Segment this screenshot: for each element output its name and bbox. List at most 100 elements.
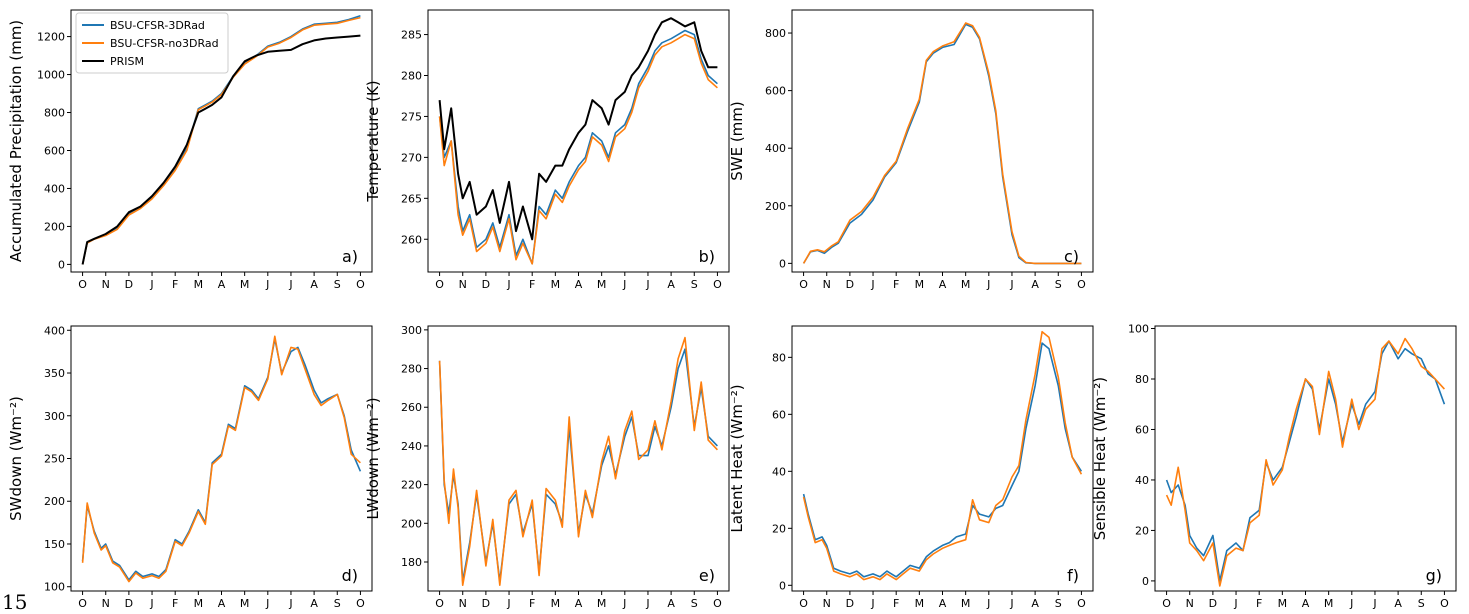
x-tick-label: A	[575, 278, 583, 291]
y-tick-label: 0	[779, 257, 786, 270]
y-tick-label: 80	[1135, 373, 1149, 386]
y-tick-label: 265	[401, 192, 422, 205]
x-tick-label: D	[846, 597, 854, 610]
series-line-bsu-cfsr-no3drad	[438, 33, 718, 265]
y-tick-label: 300	[44, 410, 65, 423]
x-tick-label: J	[645, 278, 649, 291]
panel-label: d)	[342, 566, 358, 585]
y-tick-label: 800	[44, 107, 65, 120]
y-tick-label: 0	[1142, 575, 1149, 588]
x-tick-label: J	[1009, 597, 1013, 610]
x-tick-label: S	[1055, 597, 1062, 610]
panel-label: g)	[1426, 566, 1442, 585]
y-tick-label: 20	[1135, 524, 1149, 537]
x-tick-label: O	[1077, 278, 1086, 291]
y-axis-label: Accumulated Precipitation (mm)	[7, 20, 25, 262]
y-tick-label: 600	[765, 85, 786, 98]
y-tick-label: 220	[401, 479, 422, 492]
x-tick-label: F	[172, 278, 178, 291]
x-tick-label: J	[506, 597, 510, 610]
x-tick-label: M	[915, 597, 925, 610]
x-tick-label: F	[893, 278, 899, 291]
x-tick-label: N	[459, 597, 467, 610]
x-tick-label: J	[1233, 597, 1237, 610]
x-tick-label: J	[870, 278, 874, 291]
x-tick-label: M	[597, 597, 607, 610]
x-tick-label: M	[961, 278, 971, 291]
x-tick-label: A	[667, 278, 675, 291]
x-tick-label: S	[334, 597, 341, 610]
x-tick-label: J	[870, 597, 874, 610]
y-axis-label: LWdown (Wm⁻²)	[364, 397, 382, 519]
x-tick-label: J	[986, 278, 990, 291]
y-tick-label: 275	[401, 110, 422, 123]
y-tick-label: 100	[44, 581, 65, 594]
y-tick-label: 400	[44, 182, 65, 195]
x-tick-label: O	[799, 597, 808, 610]
y-tick-label: 270	[401, 151, 422, 164]
x-tick-label: A	[667, 597, 675, 610]
y-tick-label: 60	[772, 408, 786, 421]
x-tick-label: J	[288, 597, 292, 610]
legend-entry: PRISM	[110, 55, 144, 68]
x-tick-label: N	[459, 278, 467, 291]
y-tick-label: 250	[44, 453, 65, 466]
y-axis-label: Temperature (K)	[364, 80, 382, 202]
x-tick-label: O	[78, 597, 87, 610]
y-tick-label: 40	[772, 465, 786, 478]
x-tick-label: A	[218, 597, 226, 610]
series-line-bsu-cfsr-3drad	[1165, 340, 1446, 582]
y-tick-label: 200	[765, 200, 786, 213]
x-tick-label: A	[218, 278, 226, 291]
y-tick-label: 100	[1128, 323, 1149, 336]
x-tick-label: A	[939, 278, 947, 291]
x-tick-label: J	[506, 278, 510, 291]
x-tick-label: O	[356, 597, 365, 610]
x-tick-label: J	[149, 597, 153, 610]
y-tick-label: 400	[44, 324, 65, 337]
x-tick-label: M	[961, 597, 971, 610]
y-tick-label: 200	[44, 495, 65, 508]
series-line-bsu-cfsr-3drad	[438, 348, 718, 583]
y-tick-label: 150	[44, 538, 65, 551]
y-tick-label: 280	[401, 363, 422, 376]
x-tick-label: O	[1162, 597, 1171, 610]
y-tick-label: 400	[765, 142, 786, 155]
y-tick-label: 0	[779, 579, 786, 592]
y-tick-label: 0	[58, 258, 65, 271]
y-tick-label: 800	[765, 27, 786, 40]
x-tick-label: S	[1055, 278, 1062, 291]
series-line-bsu-cfsr-3drad	[802, 342, 1083, 578]
series-line-bsu-cfsr-3drad	[81, 337, 362, 581]
x-tick-label: A	[1302, 597, 1310, 610]
y-tick-label: 40	[1135, 474, 1149, 487]
x-tick-label: D	[1209, 597, 1217, 610]
series-line-prism	[81, 34, 361, 265]
y-axis-label: SWdown (Wm⁻²)	[7, 396, 25, 521]
x-tick-label: D	[846, 278, 854, 291]
x-tick-label: O	[356, 278, 365, 291]
x-tick-label: M	[240, 278, 250, 291]
y-tick-label: 600	[44, 144, 65, 157]
y-tick-label: 1000	[37, 69, 65, 82]
panel-e: O N D J F M A M J J A S O 180 200 220 240 260 280 300 LWdown…	[364, 324, 730, 610]
y-tick-label: 350	[44, 367, 65, 380]
series-line-bsu-cfsr-no3drad	[81, 16, 361, 265]
x-tick-label: N	[102, 278, 110, 291]
legend: BSU-CFSR-3DRad BSU-CFSR-no3DRad PRISM	[75, 12, 229, 74]
x-tick-label: J	[1009, 278, 1013, 291]
panel-label: a)	[342, 247, 358, 266]
x-tick-label: M	[1324, 597, 1334, 610]
x-tick-label: F	[893, 597, 899, 610]
y-tick-label: 60	[1135, 423, 1149, 436]
x-tick-label: S	[334, 278, 341, 291]
y-tick-label: 180	[401, 556, 422, 569]
x-tick-label: A	[310, 278, 318, 291]
x-tick-label: N	[1186, 597, 1194, 610]
x-tick-label: J	[1372, 597, 1376, 610]
x-tick-label: M	[551, 278, 561, 291]
panel-label: f)	[1067, 566, 1079, 585]
